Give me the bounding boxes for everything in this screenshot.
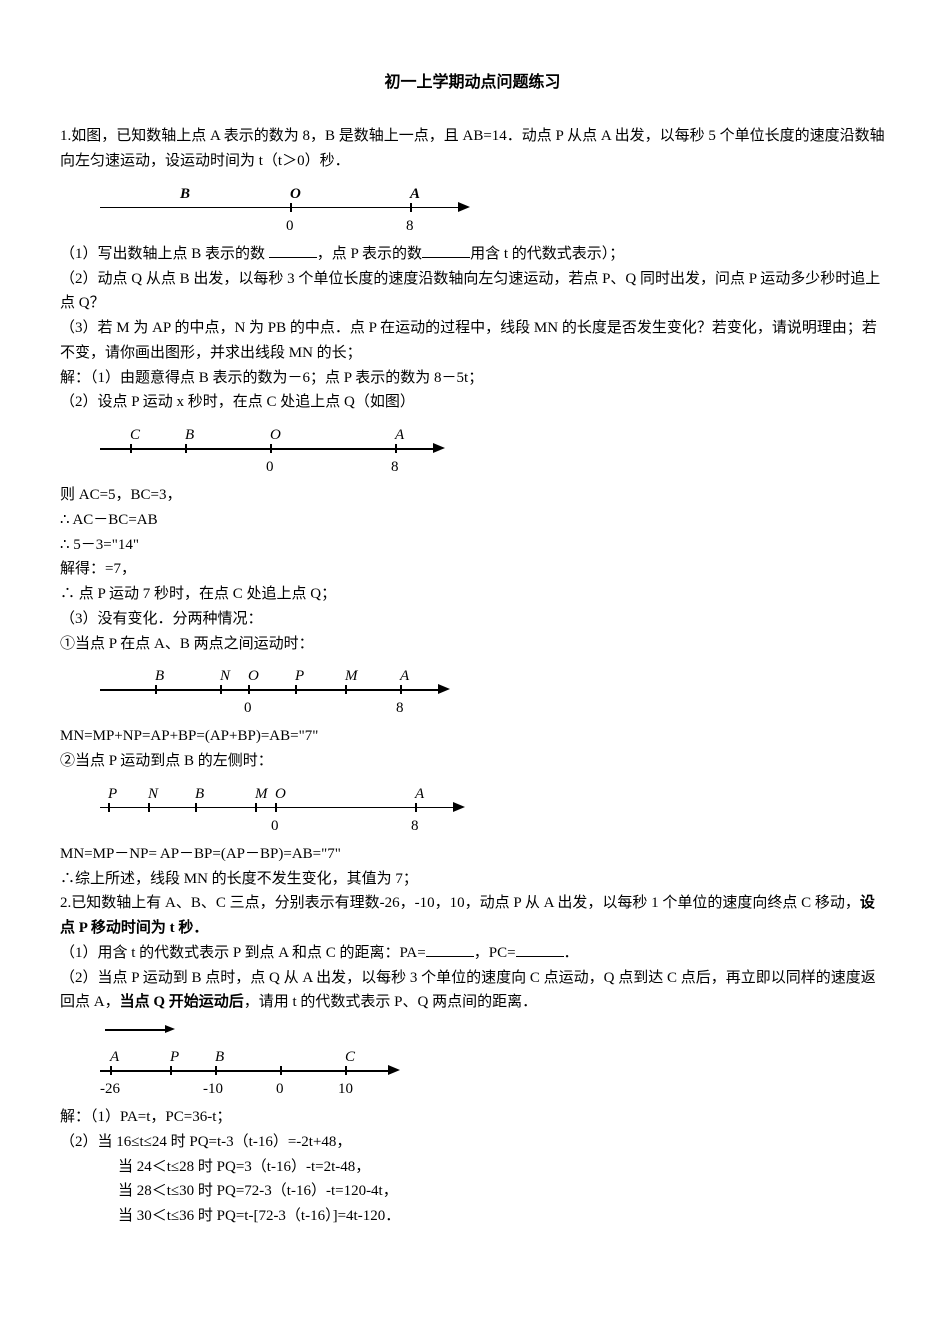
p1-diagram2: CBOA08	[100, 423, 885, 475]
p1-s10: MN=MP+NP=AP+BP=(AP+BP)=AB="7"	[60, 724, 885, 749]
p1-s11: ②当点 P 运动到点 B 的左侧时：	[60, 749, 885, 774]
p1-q1b: ，点 P 表示的数	[317, 246, 422, 262]
p1-s4: ∴ AC－BC=AB	[60, 508, 885, 533]
blank	[422, 243, 470, 258]
p2-s2: （2）当 16≤t≤24 时 PQ=t-3（t-16）=-2t+48，	[60, 1130, 885, 1155]
p1-s5: ∴ 5－3="14"	[60, 533, 885, 558]
p2-s5: 当 30＜t≤36 时 PQ=t-[72-3（t-16）]=4t-120．	[60, 1204, 885, 1229]
blank	[516, 942, 564, 957]
p2-q1b: ，PC=	[474, 945, 516, 961]
p1-s9: ①当点 P 在点 A、B 两点之间运动时：	[60, 632, 885, 657]
p1-s12: MN=MP－NP= AP－BP=(AP－BP)=AB="7"	[60, 842, 885, 867]
p1-s13: ∴综上所述，线段 MN 的长度不发生变化，其值为 7；	[60, 867, 885, 892]
p1-s8: （3）没有变化．分两种情况：	[60, 607, 885, 632]
p1-s6: 解得：=7，	[60, 557, 885, 582]
p1-q1a: （1）写出数轴上点 B 表示的数	[60, 246, 269, 262]
p2-s1: 解：（1）PA=t，PC=36-t；	[60, 1105, 885, 1130]
p2-q2c: ，请用 t 的代数式表示 P、Q 两点间的距离．	[244, 994, 537, 1010]
p1-s1: 解：（1）由题意得点 B 表示的数为－6；点 P 表示的数为 8－5t；	[60, 366, 885, 391]
p2-s4: 当 28＜t≤30 时 PQ=72-3（t-16）-t=120-4t，	[60, 1179, 885, 1204]
p1-q1c: 用含 t 的代数式表示）；	[470, 246, 624, 262]
blank	[426, 942, 474, 957]
p2-q2b: 当点 Q 开始运动后	[120, 994, 244, 1010]
blank	[269, 243, 317, 258]
p2-s3: 当 24＜t≤28 时 PQ=3（t-16）-t=2t-48，	[60, 1155, 885, 1180]
p2-diagram: APBC-26-10010	[100, 1045, 885, 1097]
p1-q2: （2）动点 Q 从点 B 出发，以每秒 3 个单位长度的速度沿数轴向左匀速运动，…	[60, 267, 885, 317]
p2-q1: （1）用含 t 的代数式表示 P 到点 A 和点 C 的距离：PA= ，PC= ．	[60, 941, 885, 966]
page-title: 初一上学期动点问题练习	[60, 70, 885, 96]
p1-diagram4: PNBMOA08	[100, 782, 885, 834]
p2-q1a: （1）用含 t 的代数式表示 P 到点 A 和点 C 的距离：PA=	[60, 945, 426, 961]
p1-diagram1: BOA08	[100, 182, 885, 234]
p2-direction-arrow	[105, 1023, 185, 1037]
p1-s7: ∴ 点 P 运动 7 秒时，在点 C 处追上点 Q；	[60, 582, 885, 607]
p1-q1: （1）写出数轴上点 B 表示的数 ，点 P 表示的数 用含 t 的代数式表示）；	[60, 242, 885, 267]
p1-intro: 1.如图，已知数轴上点 A 表示的数为 8，B 是数轴上一点，且 AB=14．动…	[60, 124, 885, 174]
p1-s2: （2）设点 P 运动 x 秒时，在点 C 处追上点 Q（如图）	[60, 390, 885, 415]
p2-q1c: ．	[564, 945, 579, 961]
p1-diagram3: BNOPMA08	[100, 664, 885, 716]
p1-s3: 则 AC=5，BC=3，	[60, 483, 885, 508]
p2-intro: 2.已知数轴上有 A、B、C 三点，分别表示有理数-26，-10，10，动点 P…	[60, 891, 885, 941]
p2-q2: （2）当点 P 运动到 B 点时，点 Q 从 A 出发，以每秒 3 个单位的速度…	[60, 966, 885, 1016]
p2-l1: 2.已知数轴上有 A、B、C 三点，分别表示有理数-26，-10，10，动点 P…	[60, 895, 860, 911]
p1-q3: （3）若 M 为 AP 的中点，N 为 PB 的中点．点 P 在运动的过程中，线…	[60, 316, 885, 366]
